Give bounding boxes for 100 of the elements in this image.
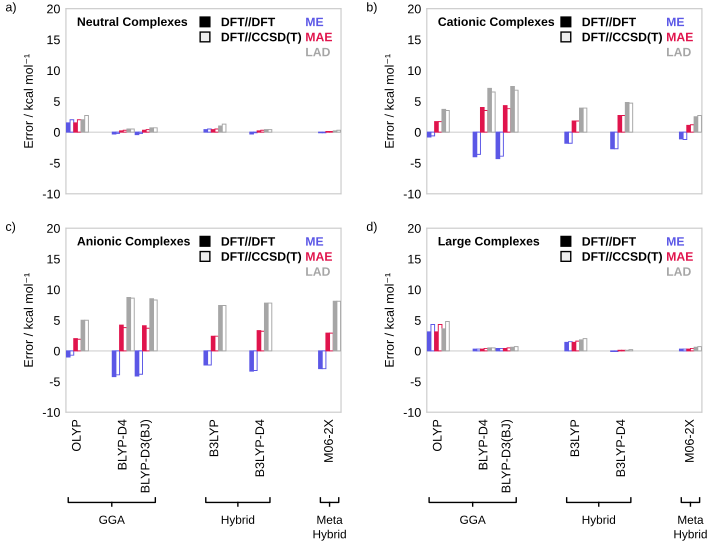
text: GGA (460, 516, 486, 524)
y-axis-title: Error / kcal mol⁻¹ (384, 54, 394, 148)
text: LAD (667, 48, 691, 56)
bar (153, 300, 158, 352)
y-tick-label: 15 (408, 254, 421, 264)
bar (130, 128, 135, 133)
bar (499, 132, 504, 157)
y-tick-label: 5 (414, 97, 421, 106)
text: ME (667, 18, 684, 26)
bar (490, 92, 496, 133)
text: Hybrid (222, 515, 254, 526)
bar (146, 129, 150, 133)
bar (472, 132, 478, 158)
text: GGA (99, 516, 125, 524)
bar (614, 132, 618, 150)
bar (430, 132, 436, 136)
bar (222, 124, 226, 133)
annotation: DFT//CCSD(T) (222, 252, 302, 264)
text: c) (6, 222, 16, 234)
bar (336, 300, 342, 352)
bar (222, 305, 226, 352)
y-tick-label: -10 (42, 408, 60, 417)
text: d) (366, 222, 377, 234)
x-tick-label: M06-2X (324, 419, 333, 462)
y-tick-label: 15 (47, 36, 60, 44)
bar (514, 90, 519, 133)
text: LAD (306, 267, 330, 276)
annotation: DFT//DFT (582, 236, 636, 246)
y-tick-label: 10 (47, 285, 60, 294)
y-axis-title: Error / kcal mol⁻¹ (384, 273, 394, 367)
text: MAE (667, 32, 693, 42)
text: LAD (306, 48, 330, 56)
y-tick-label: 10 (408, 285, 421, 294)
x-tick-label: OLYP (432, 420, 442, 452)
bar (207, 350, 212, 366)
y-tick-label: 20 (408, 224, 421, 233)
bar (499, 348, 504, 352)
bar (445, 320, 450, 352)
y-tick-label: 5 (54, 316, 60, 325)
y-tick-label: 5 (414, 316, 421, 325)
bar (490, 347, 496, 352)
y-tick-label: 0 (54, 128, 60, 137)
text: ME (306, 18, 324, 26)
bar (84, 114, 89, 133)
y-tick-label: 0 (414, 128, 421, 137)
bar (84, 320, 89, 352)
x-tick-label: B3LYP-D4 (255, 420, 264, 476)
text: ME (667, 237, 684, 246)
y-tick-label: -5 (410, 377, 421, 386)
bar (134, 132, 140, 136)
y-tick-label: 10 (408, 66, 421, 76)
text: b) (367, 2, 377, 14)
x-tick-label: B3LYP (209, 420, 218, 456)
x-tick-label: OLYP (72, 420, 81, 452)
text: MAE (306, 32, 332, 42)
bar (252, 350, 258, 372)
y-axis-title: Error / kcal mol⁻¹ (24, 273, 33, 367)
text: Neutral Complexes (78, 17, 188, 28)
text: LAD (667, 267, 691, 276)
bar (582, 108, 588, 133)
text: a) (6, 2, 16, 14)
bar (268, 129, 272, 133)
bar (73, 338, 78, 352)
text: Anionic Complexes (77, 236, 190, 248)
bar (130, 298, 135, 352)
x-tick-label: B3LYP (570, 420, 580, 456)
annotation: DFT//DFT (222, 17, 276, 26)
bar (568, 132, 573, 144)
y-tick-label: 5 (54, 97, 60, 106)
bar (445, 110, 450, 133)
y-tick-label: 0 (414, 346, 421, 356)
y-tick-label: 15 (408, 36, 421, 44)
annotation: DFT//CCSD(T) (582, 252, 662, 264)
y-tick-label: 0 (54, 346, 60, 356)
y-tick-label: 20 (408, 4, 421, 14)
bar (138, 350, 143, 375)
y-tick-label: -5 (410, 158, 421, 168)
y-tick-label: -10 (404, 408, 421, 417)
y-tick-label: 15 (47, 254, 60, 264)
y-tick-label: -10 (404, 190, 421, 198)
bar (484, 348, 488, 352)
x-tick-label: M06-2X (684, 419, 694, 462)
text: Meta Hybrid (313, 516, 346, 541)
text: MAE (667, 252, 693, 261)
bar (322, 350, 326, 370)
bar (115, 350, 120, 376)
text: MAE (306, 252, 332, 261)
y-tick-label: 10 (47, 66, 60, 76)
bar (268, 302, 272, 352)
bar (153, 127, 158, 133)
x-tick-label: BLYP-D4 (478, 420, 488, 470)
bar (582, 338, 588, 352)
bar (476, 132, 481, 155)
y-tick-label: -5 (50, 377, 60, 386)
bar (628, 102, 634, 133)
text: Hybrid (582, 515, 616, 526)
text: Cationic Complexes (438, 17, 554, 28)
text: Large Complexes (438, 236, 540, 248)
bar (682, 132, 688, 140)
y-tick-label: 20 (47, 4, 60, 14)
